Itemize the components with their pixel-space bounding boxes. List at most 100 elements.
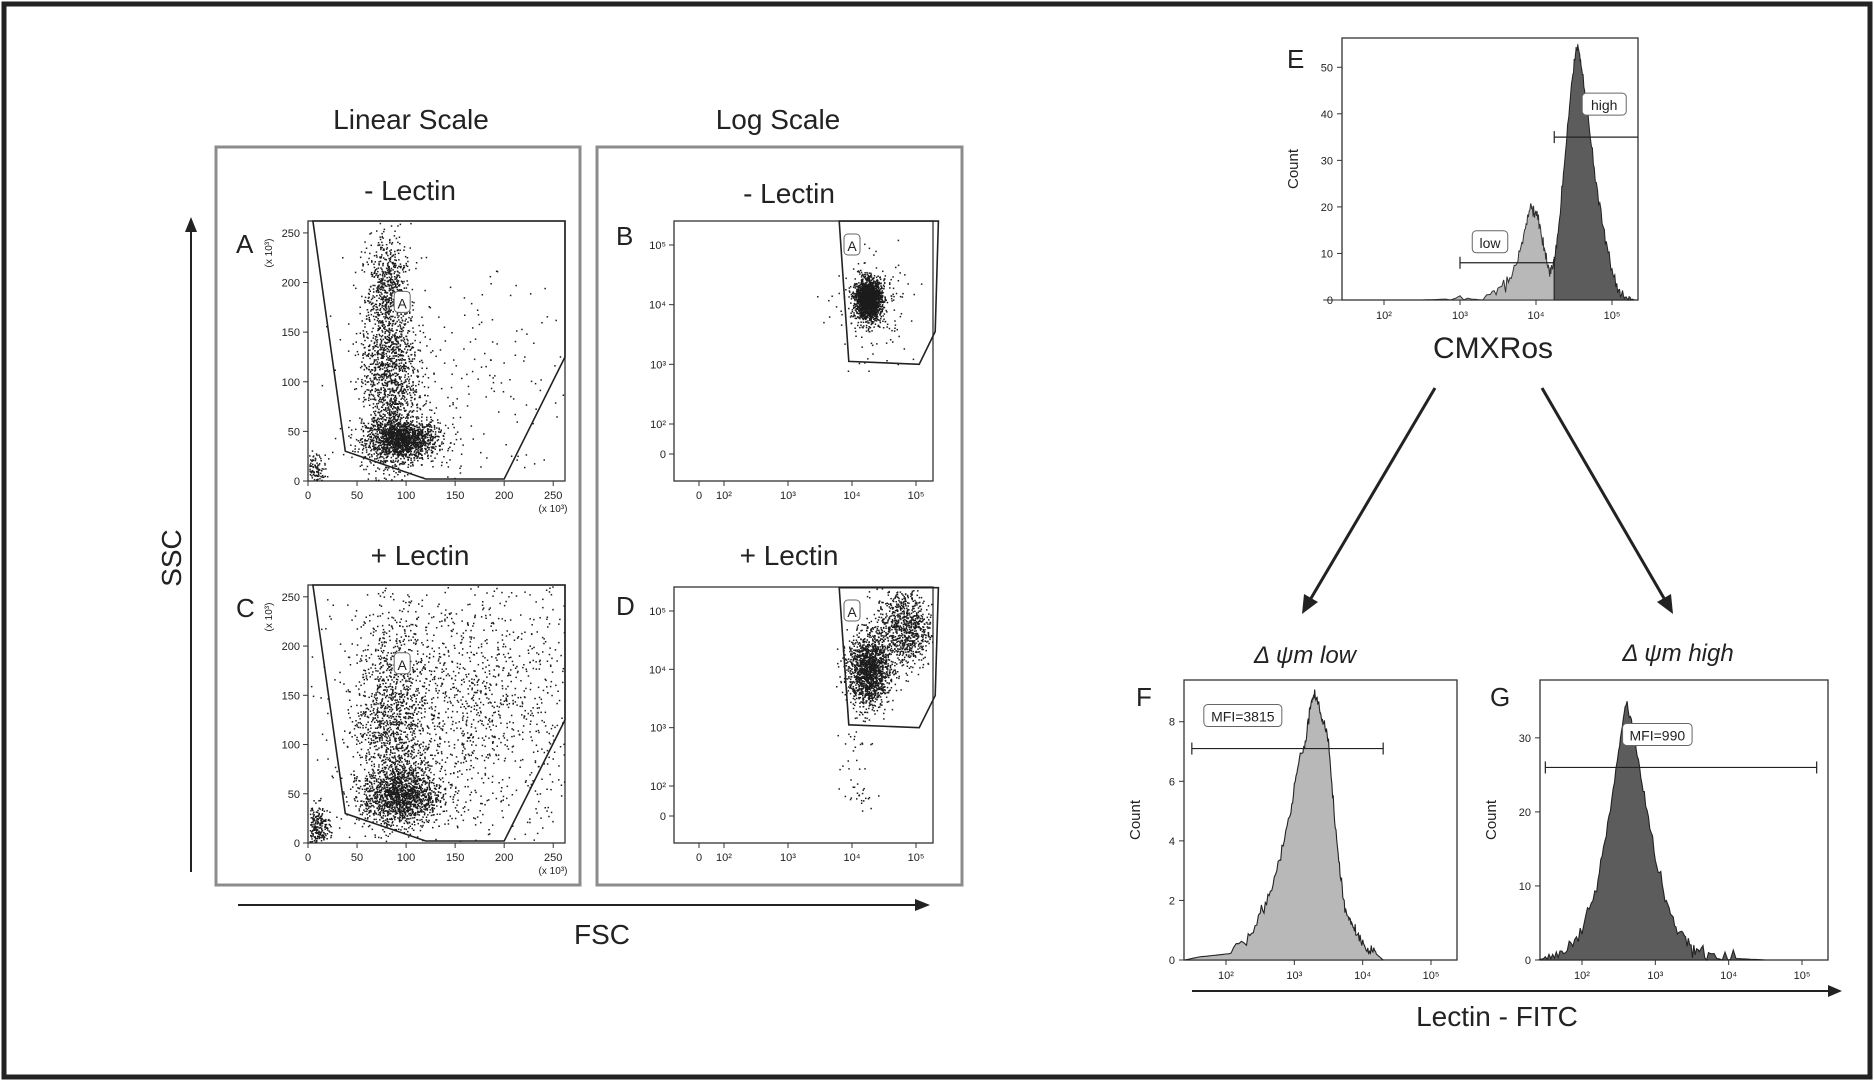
event-dot <box>394 352 396 355</box>
event-dot <box>384 313 386 315</box>
event-dot <box>393 276 396 278</box>
event-dot <box>412 381 414 383</box>
event-dot <box>491 341 494 343</box>
event-dot <box>400 354 402 356</box>
event-dot <box>407 416 409 419</box>
event-dot <box>415 439 417 441</box>
event-dot <box>383 326 385 329</box>
event-dot <box>391 439 394 442</box>
event-dot <box>371 354 374 356</box>
event-dot <box>406 444 409 446</box>
event-dot <box>509 294 512 297</box>
event-dot <box>397 403 400 405</box>
event-dot <box>411 424 413 426</box>
event-dot <box>370 310 372 312</box>
event-dot <box>399 344 402 346</box>
event-dot <box>867 320 869 322</box>
event-dot <box>376 289 379 292</box>
event-dot <box>391 327 393 330</box>
event-dot <box>368 316 370 319</box>
plus-lectin-label-c: + Lectin <box>371 540 470 571</box>
event-dot <box>419 330 421 332</box>
event-dot <box>397 345 399 348</box>
event-dot <box>374 414 377 417</box>
event-dot <box>425 444 427 447</box>
event-dot <box>880 285 882 287</box>
event-dot <box>317 475 319 477</box>
event-dot <box>871 315 874 317</box>
event-dot <box>418 451 420 454</box>
event-dot <box>423 404 426 406</box>
event-dot <box>407 321 409 323</box>
event-dot <box>430 418 433 421</box>
event-dot <box>388 433 390 436</box>
event-dot <box>389 311 391 313</box>
event-dot <box>442 442 445 445</box>
event-dot <box>390 433 392 435</box>
event-dot <box>398 413 401 416</box>
event-dot <box>372 384 374 386</box>
event-dot <box>389 410 391 412</box>
event-dot <box>399 369 402 371</box>
event-dot <box>412 434 414 436</box>
event-dot <box>426 367 428 370</box>
event-dot <box>416 424 418 427</box>
event-dot <box>375 432 377 435</box>
event-dot <box>429 409 431 411</box>
event-dot <box>433 373 435 375</box>
event-dot <box>417 442 419 444</box>
event-dot <box>390 414 392 416</box>
event-dot <box>400 376 402 378</box>
event-dot <box>361 381 363 383</box>
event-dot <box>381 279 383 281</box>
event-dot <box>411 365 413 368</box>
event-dot <box>381 232 383 235</box>
event-dot <box>375 373 378 376</box>
event-dot <box>384 332 386 335</box>
event-dot <box>392 453 395 456</box>
event-dot <box>416 403 419 406</box>
event-dot <box>390 359 392 362</box>
event-dot <box>385 441 387 443</box>
event-dot <box>875 267 878 269</box>
event-dot <box>435 407 438 409</box>
event-dot <box>412 442 415 445</box>
event-dot <box>394 424 397 426</box>
event-dot <box>414 439 416 441</box>
event-dot <box>388 267 390 270</box>
event-dot <box>403 338 406 341</box>
event-dot <box>388 452 391 455</box>
event-dot <box>377 325 380 327</box>
event-dot <box>412 309 414 311</box>
event-dot <box>410 465 412 467</box>
event-dot <box>417 429 419 431</box>
event-dot <box>415 437 417 440</box>
event-dot <box>365 440 367 442</box>
event-dot <box>384 279 386 282</box>
event-dot <box>394 379 397 381</box>
gate-label: A <box>397 295 407 311</box>
event-dot <box>368 394 371 397</box>
event-dot <box>355 287 357 290</box>
event-dot <box>386 385 388 387</box>
event-dot <box>354 451 356 453</box>
event-dot <box>383 353 385 356</box>
event-dot <box>381 417 384 419</box>
event-dot <box>369 344 371 346</box>
event-dot <box>402 404 404 406</box>
event-dot <box>424 437 426 439</box>
event-dot <box>368 288 371 291</box>
event-dot <box>430 455 432 457</box>
event-dot <box>406 312 408 314</box>
event-dot <box>379 431 381 433</box>
event-dot <box>383 473 385 475</box>
event-dot <box>373 421 375 424</box>
event-dot <box>416 457 418 459</box>
event-dot <box>403 422 405 425</box>
event-dot <box>415 416 417 418</box>
event-dot <box>375 359 377 361</box>
event-dot <box>401 479 403 481</box>
event-dot <box>392 341 394 343</box>
event-dot <box>398 315 400 317</box>
event-dot <box>394 316 396 319</box>
